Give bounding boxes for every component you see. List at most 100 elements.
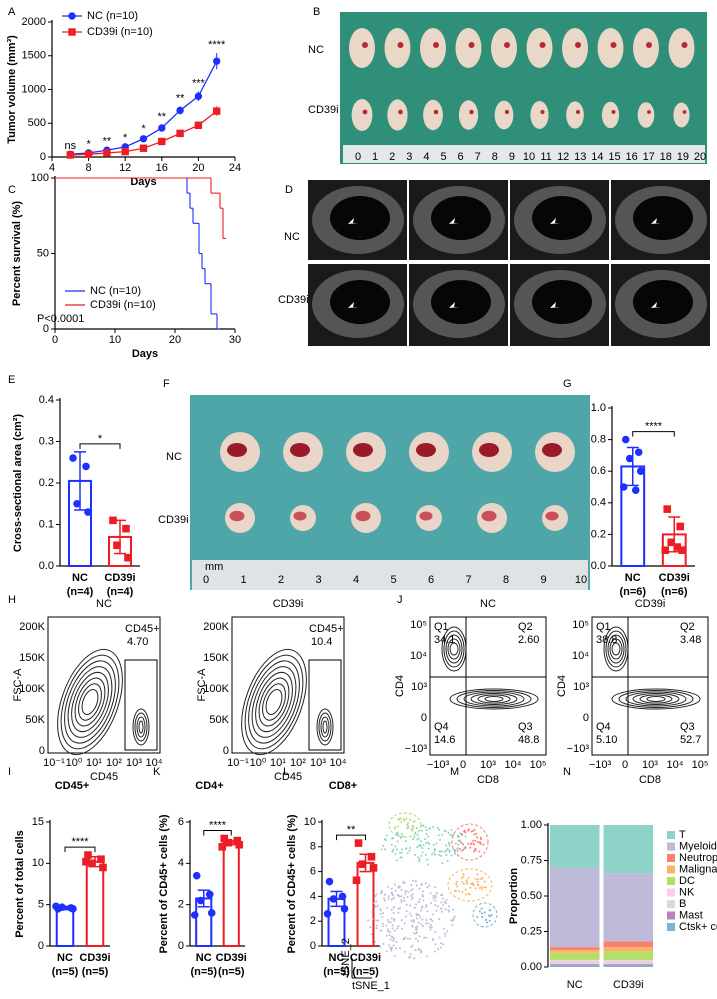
flow-x-tick: 10⁰: [250, 757, 267, 769]
tsne-dot: [460, 833, 463, 836]
marker: [194, 92, 203, 100]
legend-swatch: [667, 911, 675, 920]
tsne-dot: [483, 886, 486, 889]
significance-label: **: [103, 135, 112, 147]
tsne-dot: [473, 833, 476, 836]
tumor-spot: [545, 511, 559, 521]
tsne-dot: [390, 917, 393, 920]
tsne-dot: [437, 834, 440, 837]
n-label: (n=5): [352, 966, 379, 978]
n-label: (n=4): [107, 586, 134, 598]
y-tick-label: 100: [31, 172, 49, 184]
x-axis-label: Days: [130, 176, 156, 188]
y-axis-label: Percent of CD45+ cells (%): [158, 814, 170, 953]
tumor-spot: [504, 109, 510, 115]
flow-y-tick: 200K: [203, 621, 229, 633]
significance-label: **: [158, 111, 167, 123]
tsne-dot: [444, 830, 447, 833]
n-label: (n=5): [82, 966, 109, 978]
marker: [82, 857, 90, 866]
marker: [213, 57, 221, 65]
stacked-segment: [550, 825, 600, 868]
tumor-spot: [419, 511, 433, 521]
tsne-dot: [392, 944, 395, 947]
tsne-dot: [435, 909, 438, 912]
ruler-number: 20: [694, 151, 706, 163]
tsne-dot: [428, 884, 431, 887]
stacked-segment: [550, 959, 600, 962]
flow-contour: [251, 666, 297, 738]
tsne-dot: [391, 837, 394, 840]
flow-y-label: CD4: [394, 675, 406, 697]
tsne-dot: [471, 882, 474, 885]
tsne-dot: [380, 892, 383, 895]
marker: [124, 553, 132, 562]
tsne-dot: [400, 833, 403, 836]
tsne-dot: [418, 887, 421, 890]
flow-x-tick: 10⁴: [667, 759, 684, 771]
tsne-dot: [440, 907, 443, 910]
tsne-dot: [393, 827, 396, 830]
tsne-dot: [377, 919, 380, 922]
marker: [82, 462, 90, 471]
x-tick-label: 0: [52, 334, 58, 346]
tsne-x-label: tSNE_1: [352, 980, 390, 992]
tsne-dot: [478, 886, 481, 889]
quadrant-value: 14.6: [434, 734, 455, 746]
tsne-dot: [389, 920, 392, 923]
tsne-dot: [405, 903, 408, 906]
tumor-spot: [647, 110, 651, 114]
tsne-dot: [419, 909, 422, 912]
tsne-dot: [480, 907, 483, 910]
quadrant-name: Q4: [596, 721, 611, 733]
flow-y-tick: 10⁴: [410, 650, 427, 662]
panel-letter: I: [8, 766, 11, 778]
stacked-segment: [603, 941, 653, 948]
tsne-dot: [435, 892, 438, 895]
quadrant-name: Q1: [596, 621, 611, 633]
group-label: CD39i: [278, 294, 309, 306]
tsne-dot: [417, 900, 420, 903]
tsne-dot: [394, 845, 397, 848]
tsne-dot: [409, 846, 412, 849]
tsne-dot: [390, 891, 393, 894]
tsne-dot: [394, 883, 397, 886]
flow-contour: [646, 696, 666, 702]
tumor-spot: [610, 42, 617, 48]
tsne-dot: [420, 840, 423, 843]
group-label: NC: [166, 451, 182, 463]
y-tick-label: 0: [310, 940, 316, 952]
flow-gate: [124, 659, 158, 751]
tsne-dot: [410, 919, 413, 922]
ultrasound-arrow: [550, 218, 560, 224]
marker: [354, 839, 363, 847]
tsne-dot: [439, 838, 442, 841]
tsne-dot: [409, 818, 412, 821]
tsne-dot: [405, 847, 408, 850]
tsne-dot: [443, 850, 446, 853]
tsne-dot: [434, 903, 437, 906]
tsne-dot: [394, 947, 397, 950]
tsne-dot: [438, 853, 441, 856]
tsne-dot: [416, 833, 419, 836]
legend-label: CD39i (n=10): [90, 299, 156, 311]
tumor-spot: [353, 443, 373, 457]
flow-contour: [244, 654, 304, 750]
panel-letter: H: [8, 594, 16, 606]
tsne-dot: [438, 936, 441, 939]
quadrant-name: Q2: [680, 621, 695, 633]
flow-y-tick: 10³: [411, 681, 427, 693]
tsne-dot: [438, 918, 441, 921]
tsne-dot: [419, 916, 422, 919]
tumor-spot: [290, 443, 310, 457]
tsne-dot: [429, 892, 432, 895]
group-label: CD39i: [158, 514, 189, 526]
panel-letter: E: [8, 374, 15, 386]
tsne-dot: [481, 912, 484, 915]
tsne-dot: [480, 878, 483, 881]
flow-y-label: FSC-A: [12, 668, 24, 702]
flow-contour: [318, 712, 332, 742]
flow-x-tick: 10¹: [86, 757, 102, 769]
legend-label: NC (n=10): [87, 10, 138, 22]
quadrant-value: 52.7: [680, 734, 701, 746]
